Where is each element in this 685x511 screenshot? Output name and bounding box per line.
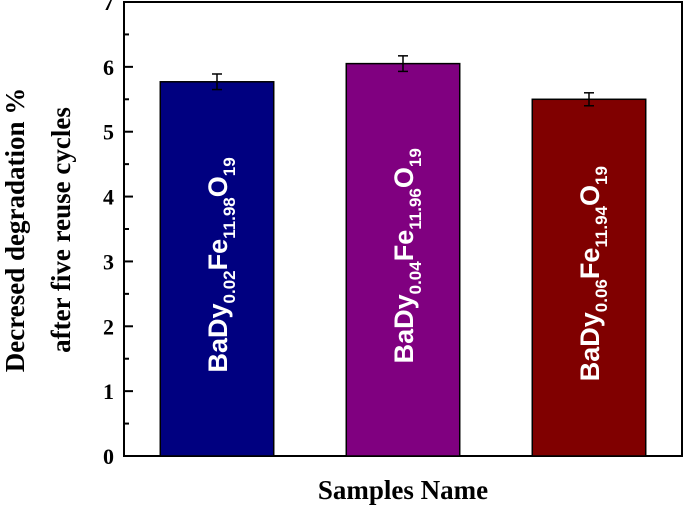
y-tick-label: 7 xyxy=(103,0,114,15)
bar-label-text: BaDy xyxy=(389,294,419,363)
y-tick-label: 5 xyxy=(103,120,114,145)
bar-label-text: O xyxy=(203,176,233,197)
y-tick-label: 6 xyxy=(103,55,114,80)
bar-label-subscript: 19 xyxy=(592,166,611,185)
y-axis: 0 1 2 3 4 5 6 7 xyxy=(103,0,133,469)
y-tick-label: 4 xyxy=(103,185,114,210)
bar-label-subscript: 0.04 xyxy=(406,261,425,295)
bar-label-text: BaDy xyxy=(575,312,605,381)
bar xyxy=(531,98,647,457)
bar-label-subscript: 11.94 xyxy=(592,205,611,247)
bar-label-subscript: 19 xyxy=(406,148,425,167)
bar-label-subscript: 11.96 xyxy=(406,188,425,230)
bar-label-text: Fe xyxy=(389,230,419,262)
bar-label-subscript: 0.02 xyxy=(220,270,239,303)
bar-label-subscript: 0.06 xyxy=(592,279,611,312)
bar-label-text: O xyxy=(389,167,419,188)
y-tick-label: 1 xyxy=(103,379,114,404)
bar-label-text: Fe xyxy=(203,239,233,271)
bar-label-text: Fe xyxy=(575,248,605,280)
y-tick-label: 3 xyxy=(103,249,114,274)
bars-layer: BaDy0.02Fe11.98O19BaDy0.04Fe11.96O19BaDy… xyxy=(159,55,647,457)
y-tick-label: 0 xyxy=(103,444,114,469)
y-axis-title-line-1: Decresed degradation % xyxy=(0,88,30,372)
bar-label-text: BaDy xyxy=(203,303,233,372)
bar-label-subscript: 11.98 xyxy=(220,197,239,239)
x-axis-title: Samples Name xyxy=(318,475,488,505)
bar xyxy=(345,62,461,457)
y-axis-title-line-2: after five reuse cycles xyxy=(46,107,76,353)
y-axis-title: Decresed degradation % after five reuse … xyxy=(0,88,76,372)
bar-label-subscript: 19 xyxy=(220,157,239,176)
bar-category-label: BaDy0.04Fe11.96O19 xyxy=(389,148,425,363)
bar-label-text: O xyxy=(575,185,605,206)
bar-category-label: BaDy0.06Fe11.94O19 xyxy=(575,166,611,381)
y-tick-label: 2 xyxy=(103,314,114,339)
bar-category-label: BaDy0.02Fe11.98O19 xyxy=(203,157,239,372)
